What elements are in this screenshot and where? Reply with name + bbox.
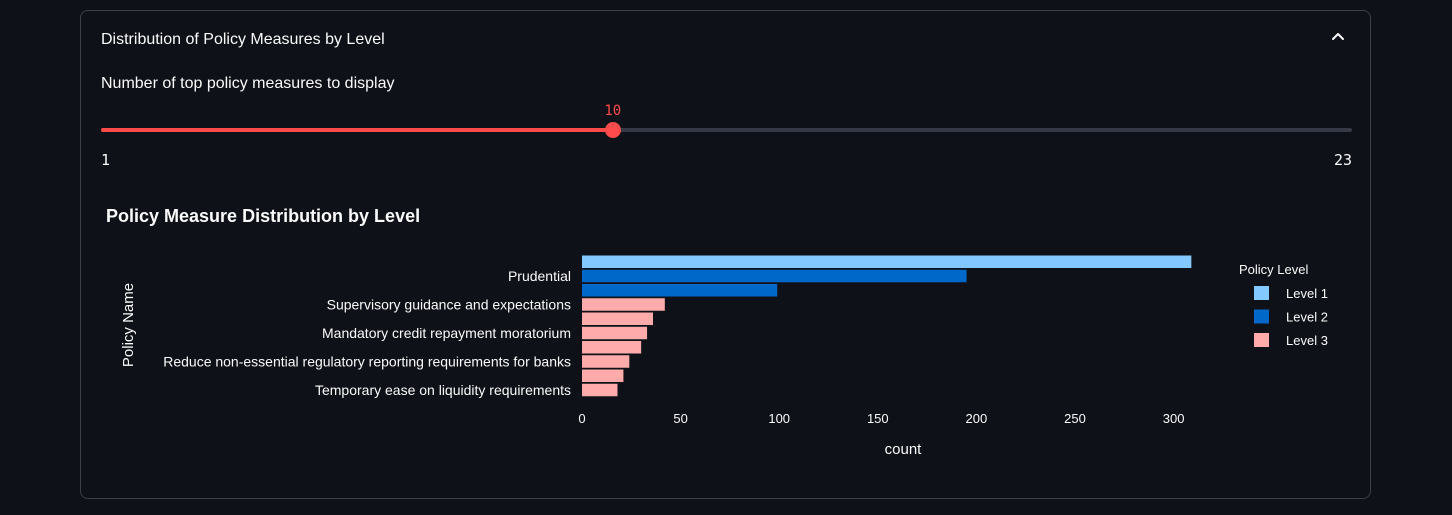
x-tick-label: 100 bbox=[768, 411, 790, 426]
legend-label: Level 3 bbox=[1286, 333, 1328, 348]
bar bbox=[582, 355, 630, 368]
bar bbox=[582, 341, 642, 354]
bar bbox=[582, 298, 665, 311]
x-tick-label: 200 bbox=[966, 411, 988, 426]
legend-swatch bbox=[1254, 286, 1269, 300]
bar bbox=[582, 269, 967, 283]
top-measures-slider[interactable]: 10 1 23 bbox=[101, 103, 1352, 179]
slider-fill bbox=[101, 128, 613, 132]
legend-label: Level 1 bbox=[1286, 286, 1328, 301]
legend-swatch bbox=[1254, 333, 1269, 347]
bar bbox=[582, 369, 624, 382]
x-axis-title: count bbox=[885, 441, 923, 458]
bar bbox=[582, 255, 1192, 268]
bar bbox=[582, 312, 653, 325]
slider-thumb[interactable] bbox=[604, 122, 621, 138]
bar bbox=[582, 383, 618, 397]
slider-min-label: 1 bbox=[101, 151, 111, 169]
y-tick-label: Prudential bbox=[508, 268, 571, 284]
x-tick-label: 150 bbox=[867, 411, 889, 426]
y-tick-label: Mandatory credit repayment moratorium bbox=[322, 325, 571, 341]
x-tick-label: 50 bbox=[673, 411, 687, 426]
slider-max-label: 23 bbox=[1333, 151, 1352, 169]
bar bbox=[582, 284, 778, 297]
y-axis-title: Policy Name bbox=[120, 283, 137, 367]
chart-title: Policy Measure Distribution by Level bbox=[106, 206, 420, 226]
y-tick-label: Reduce non-essential regulatory reportin… bbox=[163, 354, 571, 370]
expander-title[interactable]: Distribution of Policy Measures by Level bbox=[101, 31, 385, 48]
y-tick-label: Supervisory guidance and expectations bbox=[327, 297, 571, 313]
bar bbox=[582, 326, 648, 340]
y-tick-label: Temporary ease on liquidity requirements bbox=[315, 382, 571, 398]
x-tick-label: 300 bbox=[1163, 411, 1185, 426]
legend-title: Policy Level bbox=[1239, 262, 1308, 277]
slider-value: 10 bbox=[604, 103, 622, 119]
chevron-up-icon[interactable] bbox=[1330, 29, 1346, 45]
slider-label: Number of top policy measures to display bbox=[101, 75, 395, 92]
x-tick-label: 250 bbox=[1064, 411, 1086, 426]
x-tick-label: 0 bbox=[578, 411, 585, 426]
legend-swatch bbox=[1254, 309, 1269, 324]
policy-distribution-expander: Distribution of Policy Measures by Level… bbox=[80, 10, 1371, 499]
legend-label: Level 2 bbox=[1286, 310, 1328, 325]
slider-track[interactable] bbox=[101, 128, 1352, 132]
